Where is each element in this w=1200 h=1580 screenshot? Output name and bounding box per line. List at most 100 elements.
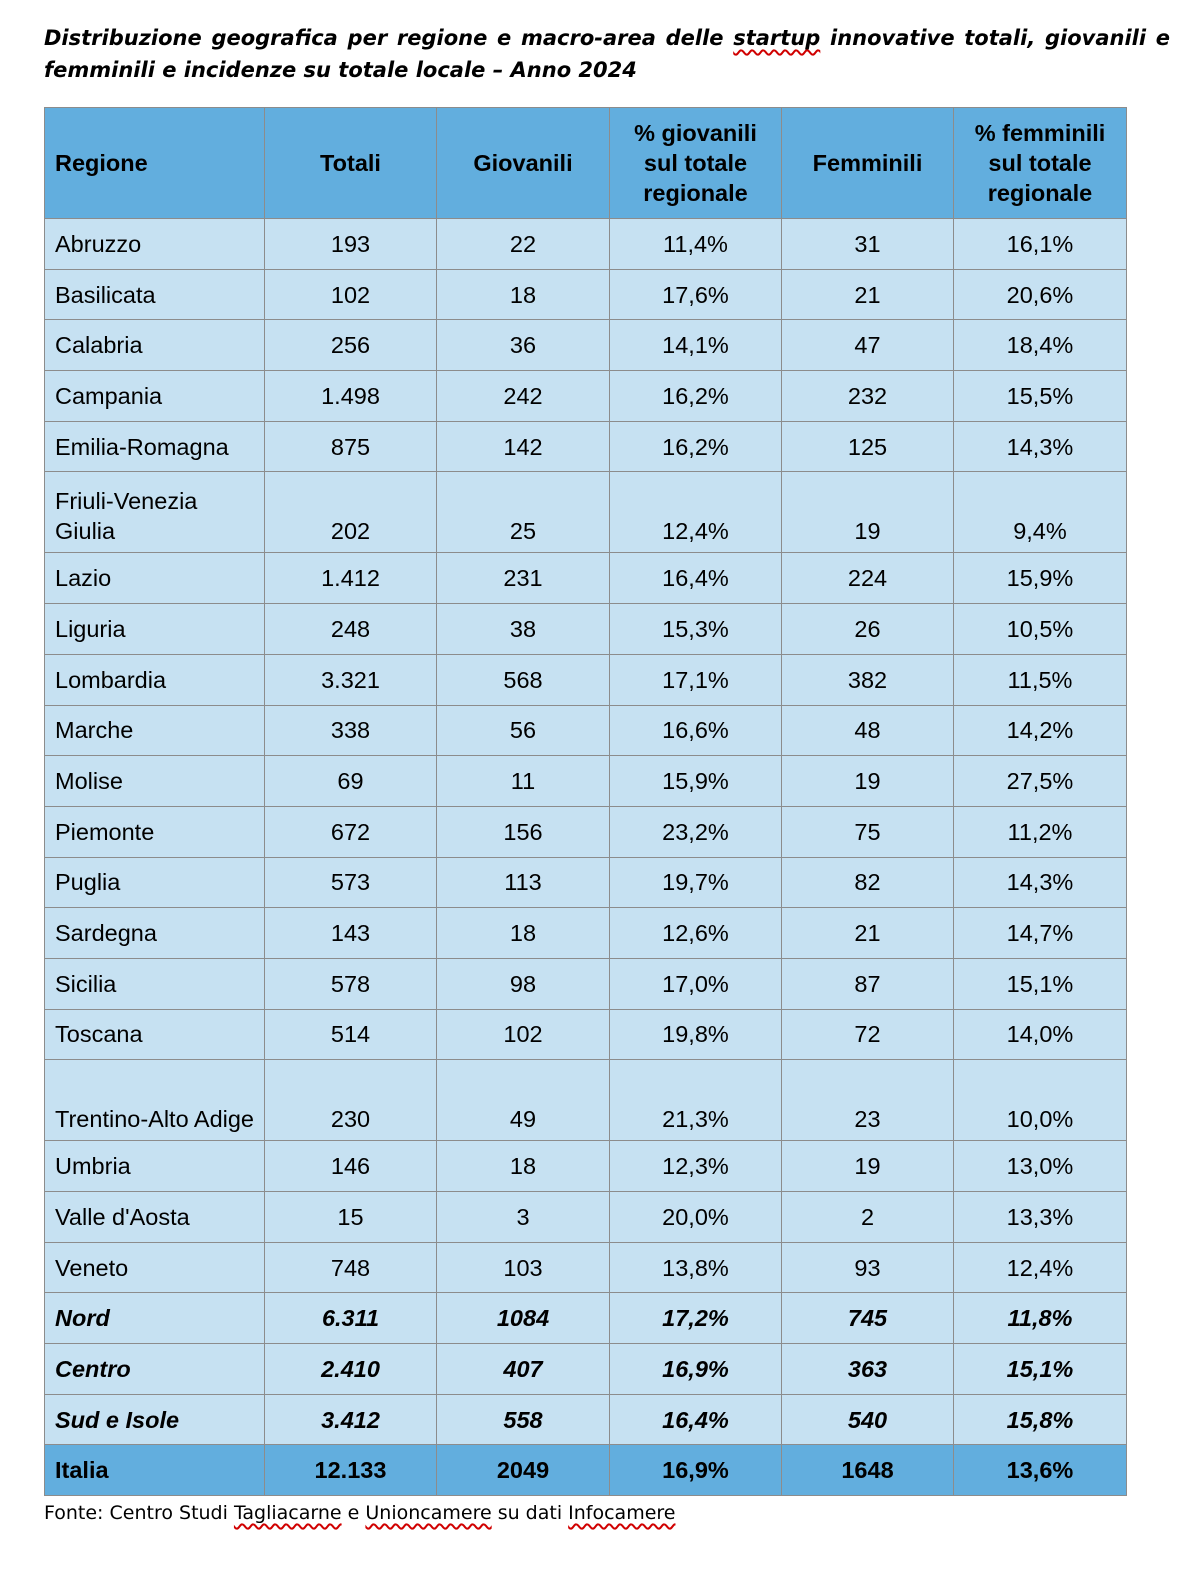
cell-regione: Trentino-Alto Adige xyxy=(44,1059,265,1142)
cell-regione: Calabria xyxy=(44,319,265,372)
cell-totali: 748 xyxy=(264,1241,437,1294)
cell-pct-femminili: 20,6% xyxy=(953,268,1127,321)
header-totali: Totali xyxy=(264,107,437,219)
cell-femminili: 19 xyxy=(781,471,954,554)
table-row: Centro 2.410 407 16,9% 363 15,1% xyxy=(44,1343,1127,1395)
cell-giovanili: 568 xyxy=(436,653,610,706)
cell-pct-femminili: 11,5% xyxy=(953,653,1127,706)
cell-regione: Campania xyxy=(44,370,265,422)
table-row: Sicilia 578 98 17,0% 87 15,1% xyxy=(44,957,1127,1010)
cell-regione: Piemonte xyxy=(44,805,265,858)
cell-pct-giovanili: 14,1% xyxy=(609,319,782,372)
cell-femminili: 19 xyxy=(781,755,954,807)
cell-regione: Puglia xyxy=(44,856,265,909)
table-row: Trentino-Alto Adige 230 49 21,3% 23 10,0% xyxy=(44,1059,1127,1142)
cell-femminili: 75 xyxy=(781,805,954,858)
cell-giovanili: 242 xyxy=(436,370,610,422)
cell-pct-giovanili: 20,0% xyxy=(609,1191,782,1243)
cell-femminili: 72 xyxy=(781,1008,954,1061)
cell-totali: 875 xyxy=(264,420,437,473)
cell-regione: Marche xyxy=(44,704,265,757)
cell-totali: 193 xyxy=(264,218,437,270)
cell-femminili: 31 xyxy=(781,218,954,270)
table-row: Piemonte 672 156 23,2% 75 11,2% xyxy=(44,805,1127,858)
cell-giovanili: 2049 xyxy=(436,1444,610,1497)
table-row: Basilicata 102 18 17,6% 21 20,6% xyxy=(44,268,1127,321)
cell-regione: Valle d'Aosta xyxy=(44,1191,265,1243)
table-row: Lombardia 3.321 568 17,1% 382 11,5% xyxy=(44,653,1127,706)
table-row: Valle d'Aosta 15 3 20,0% 2 13,3% xyxy=(44,1191,1127,1243)
source-prefix: Fonte: Centro Studi xyxy=(44,1502,234,1524)
table-row: Calabria 256 36 14,1% 47 18,4% xyxy=(44,319,1127,372)
cell-totali: 256 xyxy=(264,319,437,372)
cell-regione: Toscana xyxy=(44,1008,265,1061)
cell-pct-giovanili: 16,2% xyxy=(609,370,782,422)
cell-totali: 146 xyxy=(264,1140,437,1192)
cell-femminili: 26 xyxy=(781,603,954,655)
cell-totali: 338 xyxy=(264,704,437,757)
table-row: Nord 6.311 1084 17,2% 745 11,8% xyxy=(44,1292,1127,1345)
cell-pct-giovanili: 17,6% xyxy=(609,268,782,321)
cell-pct-femminili: 11,2% xyxy=(953,805,1127,858)
cell-giovanili: 558 xyxy=(436,1393,610,1446)
header-row: Regione Totali Giovanili % giovanili sul… xyxy=(44,107,1127,219)
cell-pct-femminili: 15,1% xyxy=(953,957,1127,1010)
cell-pct-femminili: 15,9% xyxy=(953,552,1127,605)
cell-pct-giovanili: 12,3% xyxy=(609,1140,782,1192)
cell-pct-giovanili: 13,8% xyxy=(609,1241,782,1294)
cell-pct-giovanili: 17,2% xyxy=(609,1292,782,1345)
cell-regione: Friuli-Venezia Giulia xyxy=(44,471,265,554)
cell-totali: 514 xyxy=(264,1008,437,1061)
cell-giovanili: 113 xyxy=(436,856,610,909)
table-row: Italia 12.133 2049 16,9% 1648 13,6% xyxy=(44,1444,1127,1497)
caption-text-start: Distribuzione geografica per regione e m… xyxy=(44,26,734,50)
cell-pct-femminili: 13,3% xyxy=(953,1191,1127,1243)
cell-regione: Veneto xyxy=(44,1241,265,1294)
cell-regione: Centro xyxy=(44,1343,265,1395)
cell-pct-femminili: 14,0% xyxy=(953,1008,1127,1061)
cell-femminili: 382 xyxy=(781,653,954,706)
header-pct-femminili: % femminili sul totale regionale xyxy=(953,107,1127,219)
table-row: Emilia-Romagna 875 142 16,2% 125 14,3% xyxy=(44,420,1127,473)
cell-totali: 15 xyxy=(264,1191,437,1243)
cell-totali: 102 xyxy=(264,268,437,321)
cell-giovanili: 18 xyxy=(436,907,610,959)
cell-pct-femminili: 18,4% xyxy=(953,319,1127,372)
cell-pct-femminili: 11,8% xyxy=(953,1292,1127,1345)
table-body: Abruzzo 193 22 11,4% 31 16,1% Basilicata 102 18 1… xyxy=(44,218,1127,1497)
cell-regione: Sicilia xyxy=(44,957,265,1010)
cell-totali: 3.412 xyxy=(264,1393,437,1446)
cell-regione: Emilia-Romagna xyxy=(44,420,265,473)
cell-pct-femminili: 10,5% xyxy=(953,603,1127,655)
cell-regione: Sud e Isole xyxy=(44,1393,265,1446)
cell-pct-giovanili: 16,4% xyxy=(609,1393,782,1446)
cell-pct-giovanili: 17,1% xyxy=(609,653,782,706)
cell-giovanili: 56 xyxy=(436,704,610,757)
cell-totali: 69 xyxy=(264,755,437,807)
cell-pct-femminili: 12,4% xyxy=(953,1241,1127,1294)
cell-pct-giovanili: 12,4% xyxy=(609,471,782,554)
cell-pct-femminili: 9,4% xyxy=(953,471,1127,554)
cell-pct-giovanili: 15,9% xyxy=(609,755,782,807)
cell-giovanili: 18 xyxy=(436,1140,610,1192)
cell-pct-giovanili: 16,2% xyxy=(609,420,782,473)
cell-totali: 1.412 xyxy=(264,552,437,605)
cell-pct-femminili: 14,3% xyxy=(953,856,1127,909)
cell-pct-giovanili: 16,9% xyxy=(609,1343,782,1395)
table-row: Puglia 573 113 19,7% 82 14,3% xyxy=(44,856,1127,909)
cell-regione: Molise xyxy=(44,755,265,807)
cell-regione: Nord xyxy=(44,1292,265,1345)
cell-regione: Italia xyxy=(44,1444,265,1497)
cell-pct-femminili: 27,5% xyxy=(953,755,1127,807)
cell-giovanili: 18 xyxy=(436,268,610,321)
cell-giovanili: 231 xyxy=(436,552,610,605)
table-header: Regione Totali Giovanili % giovanili sul… xyxy=(44,107,1127,219)
cell-totali: 672 xyxy=(264,805,437,858)
table-row: Friuli-Venezia Giulia 202 25 12,4% 19 9,4% xyxy=(44,471,1127,554)
cell-regione: Umbria xyxy=(44,1140,265,1192)
header-pct-giovanili: % giovanili sul totale regionale xyxy=(609,107,782,219)
header-femminili: Femminili xyxy=(781,107,954,219)
table-row: Campania 1.498 242 16,2% 232 15,5% xyxy=(44,370,1127,422)
table-caption: Distribuzione geografica per regione e m… xyxy=(44,22,1170,86)
cell-giovanili: 98 xyxy=(436,957,610,1010)
